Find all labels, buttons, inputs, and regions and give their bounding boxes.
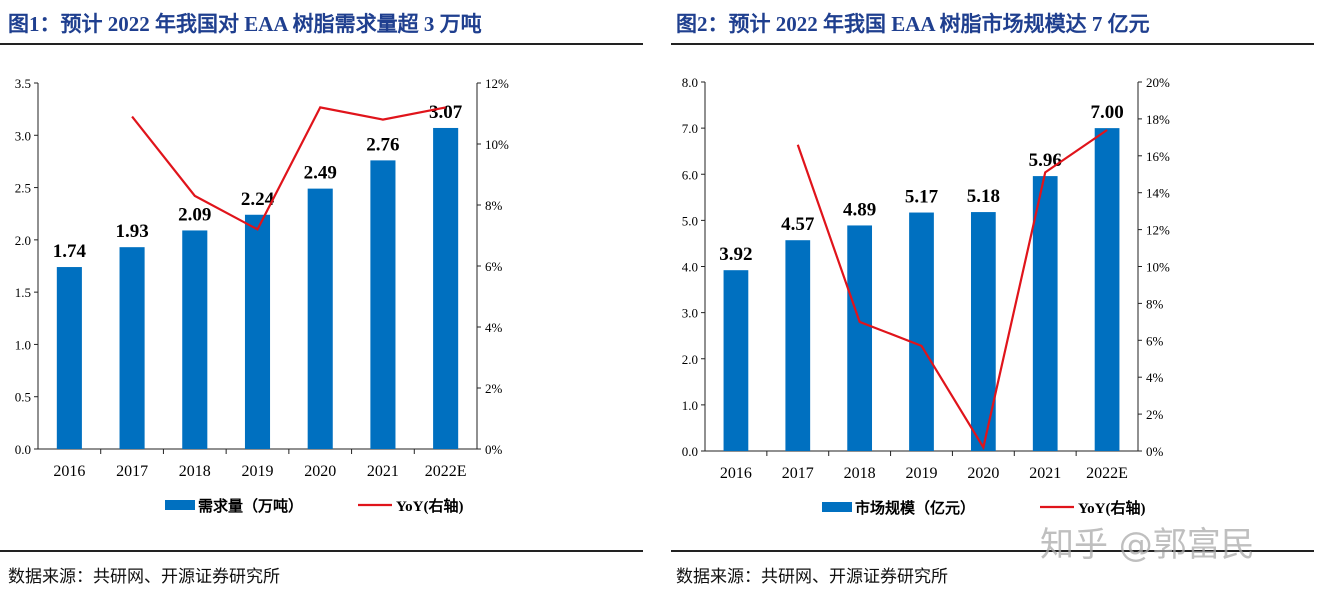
bar [370,160,396,449]
bar [785,240,811,451]
y2-tick-label: 4% [485,320,503,335]
x-tick-label: 2016 [53,463,85,480]
y-tick-label: 4.0 [682,260,698,275]
x-tick-label: 2020 [967,465,999,482]
y-tick-label: 2.0 [15,233,31,248]
bar-data-label: 1.93 [115,221,148,242]
y2-tick-label: 4% [1146,370,1164,385]
chart-1-source: 数据来源：共研网、开源证券研究所 [8,567,280,586]
y2-tick-label: 18% [1146,112,1170,127]
y-tick-label: 8.0 [682,75,698,90]
title-divider-1 [0,43,643,45]
chart-2-source: 数据来源：共研网、开源证券研究所 [676,567,948,586]
y2-tick-label: 14% [1146,186,1170,201]
y2-tick-label: 2% [1146,407,1164,422]
bar-data-label: 5.17 [905,187,939,208]
bar [119,247,145,449]
bar [244,214,271,449]
y-tick-label: 1.0 [15,337,31,352]
bar [182,230,208,449]
y2-tick-label: 20% [1146,75,1170,90]
y2-tick-label: 6% [1146,333,1164,348]
y2-tick-label: 12% [485,76,509,91]
y-tick-label: 3.5 [15,76,31,91]
y2-tick-label: 6% [485,259,503,274]
x-tick-label: 2021 [1029,465,1061,482]
legend-line-label: YoY(右轴) [1078,499,1146,517]
bar-data-label: 1.74 [53,241,87,262]
bar [847,225,873,451]
bar-data-label: 2.76 [366,134,399,155]
bar [723,270,749,451]
y-tick-label: 2.5 [15,181,31,196]
y2-tick-label: 8% [485,198,503,213]
y-tick-label: 0.0 [682,444,698,459]
bar-data-label: 3.07 [429,102,463,123]
y-tick-label: 0.0 [15,442,31,457]
y-tick-label: 5.0 [682,213,698,228]
source-divider-1 [0,550,643,552]
x-tick-label: 2022E [425,463,467,480]
watermark: 知乎 @郭富民 [1040,525,1255,565]
y-tick-label: 1.0 [682,398,698,413]
y-tick-label: 7.0 [682,121,698,136]
bar [1094,128,1120,451]
bar-data-label: 5.18 [967,186,1000,207]
bar-data-label: 7.00 [1090,102,1123,123]
y2-tick-label: 8% [1146,296,1164,311]
bar [433,127,459,450]
yoy-line [796,129,1108,451]
bar [307,188,333,450]
chart-2-title: 图2：预计 2022 年我国 EAA 树脂市场规模达 7 亿元 [676,12,1150,36]
y-tick-label: 3.0 [682,306,698,321]
chart-1-title: 图1：预计 2022 年我国对 EAA 树脂需求量超 3 万吨 [8,12,482,36]
y2-tick-label: 2% [485,381,503,396]
y-tick-label: 2.0 [682,352,698,367]
y-tick-label: 6.0 [682,167,698,182]
legend-bar-swatch [822,502,852,512]
x-tick-label: 2020 [304,463,336,480]
bar [909,212,934,451]
source-divider-2 [671,550,1314,552]
bar-data-label: 4.57 [781,214,815,235]
legend-bar-label: 需求量（万吨） [198,497,303,515]
bar-data-label: 4.89 [843,199,876,220]
bar [970,212,996,451]
x-tick-label: 2021 [367,463,399,480]
legend-bar-swatch [165,500,195,510]
bar-data-label: 2.49 [304,163,337,184]
x-tick-label: 2016 [720,465,752,482]
x-tick-label: 2022E [1086,465,1128,482]
bar [56,267,82,449]
y2-tick-label: 0% [1146,444,1164,459]
y-tick-label: 3.0 [15,128,31,143]
y2-tick-label: 10% [485,137,509,152]
x-tick-label: 2018 [844,465,876,482]
x-tick-label: 2018 [179,463,211,480]
x-tick-label: 2019 [906,465,938,482]
legend-line-label: YoY(右轴) [396,497,464,515]
y2-tick-label: 12% [1146,223,1170,238]
bar-data-label: 3.92 [719,244,752,265]
y-tick-label: 0.5 [15,390,31,405]
x-tick-label: 2019 [242,463,274,480]
y2-tick-label: 16% [1146,149,1170,164]
yoy-line [131,106,446,231]
bar [1032,176,1058,451]
y2-tick-label: 10% [1146,260,1170,275]
bar-data-label: 2.09 [178,204,211,225]
y2-tick-label: 0% [485,442,503,457]
y-tick-label: 1.5 [15,285,31,300]
x-tick-label: 2017 [782,465,814,482]
title-divider-2 [671,43,1314,45]
legend-bar-label: 市场规模（亿元） [855,499,975,517]
bar-data-label: 5.96 [1029,150,1062,171]
x-tick-label: 2017 [116,463,148,480]
bar-data-label: 2.24 [241,189,275,210]
